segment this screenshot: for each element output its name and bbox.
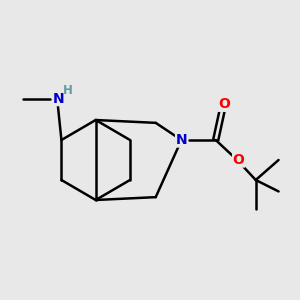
Text: O: O (232, 153, 244, 167)
Text: N: N (53, 92, 64, 106)
Text: O: O (218, 97, 230, 111)
Text: N: N (176, 133, 187, 147)
Text: H: H (63, 84, 73, 97)
